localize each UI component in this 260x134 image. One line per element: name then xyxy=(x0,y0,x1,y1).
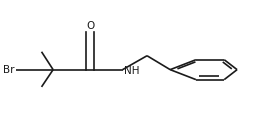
Text: NH: NH xyxy=(124,66,139,76)
Text: Br: Br xyxy=(3,65,15,75)
Text: O: O xyxy=(86,21,95,31)
